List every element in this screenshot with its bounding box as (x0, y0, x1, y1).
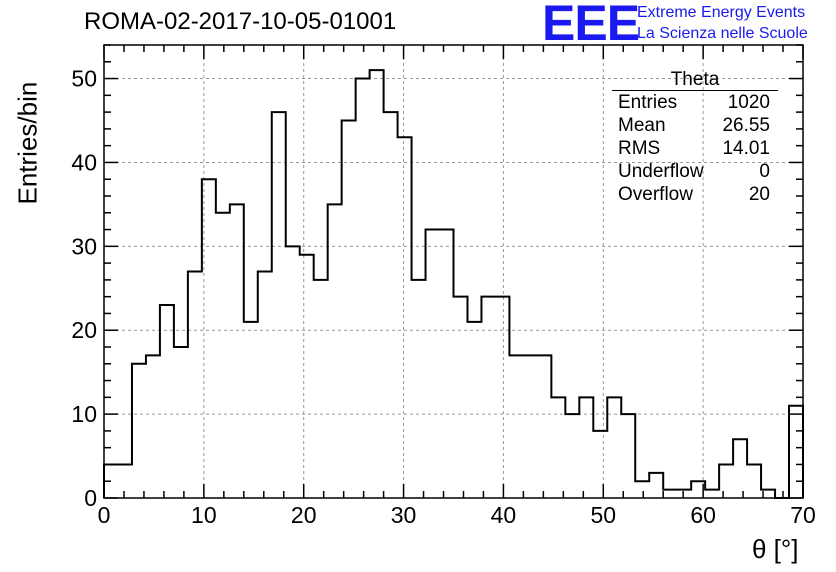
x-tick-label: 40 (491, 502, 517, 528)
axis-ticks (103, 44, 804, 499)
x-axis-label: θ [°] (752, 534, 799, 564)
x-tick-label: 0 (98, 502, 111, 528)
histogram-line (103, 69, 804, 499)
chart-title: ROMA-02-2017-10-05-01001 (84, 8, 397, 35)
x-tick-label: 50 (590, 502, 616, 528)
y-axis-label-wrap: Entries/bin (6, 82, 43, 205)
stats-value: 0 (759, 161, 770, 182)
stats-value: 20 (748, 184, 770, 205)
stats-row: RMS 14.01 (612, 137, 778, 160)
stats-row: Overflow 20 (612, 183, 778, 206)
x-tick-label: 30 (391, 502, 417, 528)
y-tick-label: 10 (71, 401, 97, 427)
stats-value: 26.55 (722, 115, 770, 136)
eee-logo: EEE (542, 0, 640, 51)
stats-value: 14.01 (722, 138, 770, 159)
stats-label: RMS (618, 138, 661, 159)
stats-value: 1020 (727, 92, 770, 113)
stats-label: Mean (618, 115, 666, 136)
stats-label: Entries (618, 92, 678, 113)
x-tick-label: 20 (291, 502, 317, 528)
x-tick-label: 70 (790, 502, 816, 528)
y-tick-label: 50 (71, 66, 97, 92)
stats-label: Overflow (618, 184, 693, 205)
stats-box: Theta Entries 1020 Mean 26.55 RMS 14.01 … (612, 70, 778, 206)
logo-text-line2: La Scienza nelle Scuole (637, 25, 808, 42)
stats-row: Entries 1020 (612, 91, 778, 114)
plot-frame (103, 44, 804, 499)
stats-row: Mean 26.55 (612, 114, 778, 137)
y-tick-label: 30 (71, 233, 97, 259)
y-tick-labels: 0 10 20 30 40 50 (71, 66, 97, 511)
y-axis-label: Entries/bin (12, 81, 43, 205)
x-tick-labels: 0 10 20 30 40 50 60 70 (98, 502, 816, 528)
y-tick-label: 0 (84, 485, 97, 511)
logo-text-line1: Extreme Energy Events (637, 4, 806, 21)
x-tick-label: 10 (191, 502, 217, 528)
y-tick-label: 20 (71, 317, 97, 343)
stats-label: Underflow (618, 161, 704, 182)
y-tick-label: 40 (71, 149, 97, 175)
stats-title: Theta (612, 70, 778, 91)
x-tick-label: 60 (690, 502, 716, 528)
stats-row: Underflow 0 (612, 160, 778, 183)
